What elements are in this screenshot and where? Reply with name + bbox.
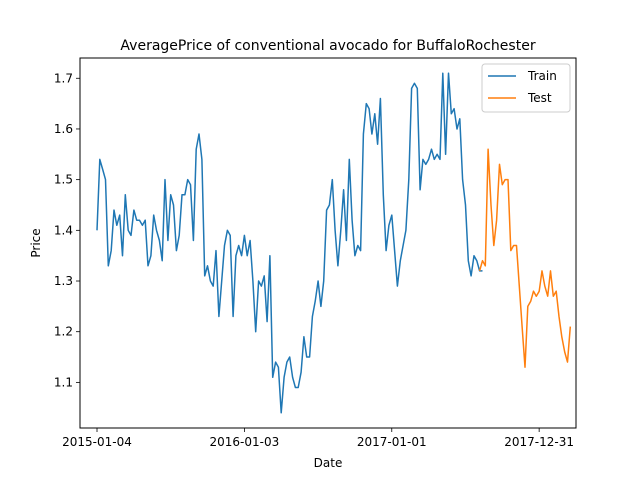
y-axis-label: Price (29, 228, 43, 257)
x-tick-label: 2015-01-04 (62, 435, 132, 449)
x-axis: 2015-01-04 2016-01-03 2017-01-01 2017-12-31 (62, 428, 574, 449)
y-tick-label: 1.5 (54, 173, 73, 187)
series-line-test (478, 148, 572, 368)
y-tick-label: 1.2 (54, 325, 73, 339)
y-tick-label: 1.3 (54, 274, 73, 288)
plot-lines (96, 72, 572, 414)
y-tick-label: 1.6 (54, 122, 73, 136)
x-tick-label: 2017-01-01 (357, 435, 427, 449)
y-tick-label: 1.4 (54, 223, 73, 237)
legend-box (481, 63, 571, 113)
x-axis-label: Date (314, 456, 343, 470)
x-tick-label: 2016-01-03 (210, 435, 280, 449)
y-tick-label: 1.7 (54, 71, 73, 85)
series-line-train (96, 72, 483, 414)
y-tick-label: 1.1 (54, 375, 73, 389)
legend-label-train: Train (527, 69, 557, 83)
chart-title: AveragePrice of conventional avocado for… (120, 38, 535, 54)
x-tick-label: 2017-12-31 (504, 435, 574, 449)
legend: Train Test (481, 63, 571, 113)
y-axis: 1.1 1.2 1.3 1.4 1.5 1.6 1.7 (54, 71, 80, 389)
plot-area-frame (79, 57, 577, 429)
legend-label-test: Test (527, 91, 552, 105)
